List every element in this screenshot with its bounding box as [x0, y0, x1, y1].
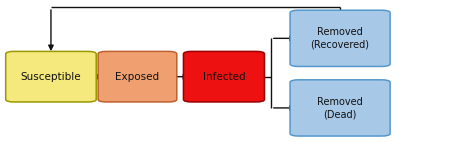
FancyBboxPatch shape: [290, 80, 390, 136]
Text: Exposed: Exposed: [115, 72, 160, 82]
Text: Removed
(Dead): Removed (Dead): [317, 97, 363, 119]
Text: Infected: Infected: [203, 72, 245, 82]
Text: Susceptible: Susceptible: [21, 72, 81, 82]
Text: Removed
(Recovered): Removed (Recovered): [310, 27, 370, 50]
FancyBboxPatch shape: [6, 51, 96, 102]
FancyBboxPatch shape: [98, 51, 177, 102]
FancyBboxPatch shape: [183, 51, 264, 102]
FancyBboxPatch shape: [290, 10, 390, 66]
